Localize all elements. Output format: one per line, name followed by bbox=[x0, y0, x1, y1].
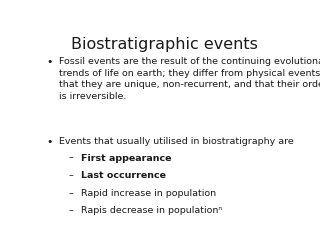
Text: Fossil events are the result of the continuing evolutionary
trends of life on ea: Fossil events are the result of the cont… bbox=[59, 57, 320, 101]
Text: •: • bbox=[46, 137, 52, 147]
Text: Biostratigraphic events: Biostratigraphic events bbox=[71, 37, 257, 52]
Text: •: • bbox=[46, 57, 52, 67]
Text: Rapid increase in population: Rapid increase in population bbox=[81, 189, 216, 198]
Text: –: – bbox=[68, 189, 73, 198]
Text: Last occurrence: Last occurrence bbox=[81, 171, 166, 180]
Text: Events that usually utilised in biostratigraphy are: Events that usually utilised in biostrat… bbox=[59, 137, 293, 146]
Text: –: – bbox=[68, 206, 73, 215]
Text: –: – bbox=[68, 154, 73, 162]
Text: –: – bbox=[68, 171, 73, 180]
Text: Rapis decrease in populationⁿ: Rapis decrease in populationⁿ bbox=[81, 206, 222, 215]
Text: First appearance: First appearance bbox=[81, 154, 172, 162]
